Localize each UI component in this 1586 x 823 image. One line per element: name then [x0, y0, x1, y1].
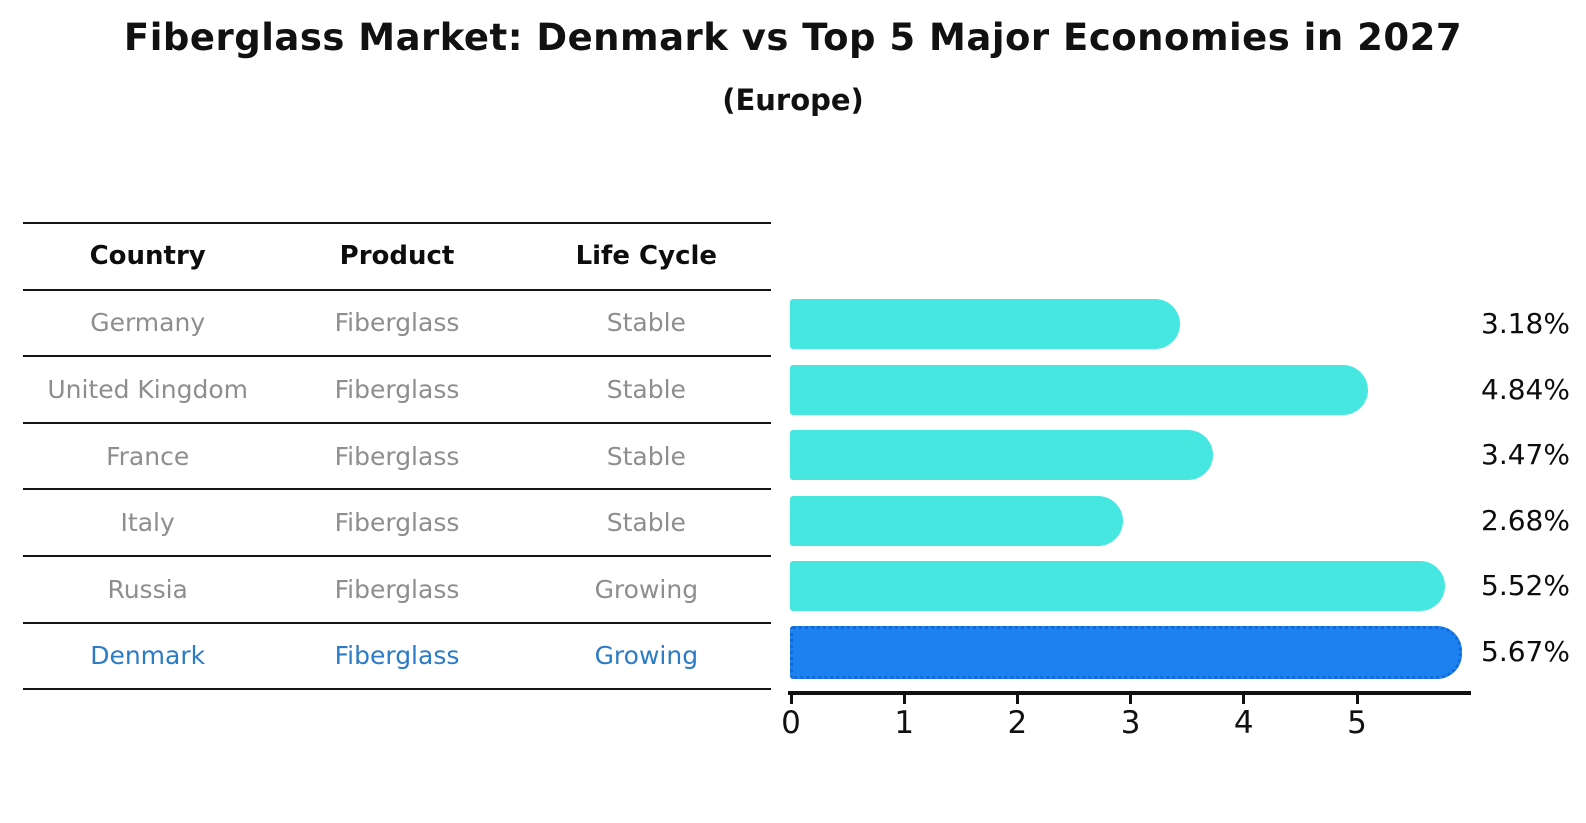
x-axis-tick-label: 3 [1120, 705, 1141, 741]
bar-russia [790, 561, 1445, 612]
value-label-germany: 3.18% [1481, 307, 1570, 340]
cell-country: Germany [90, 308, 206, 338]
x-axis-tick-label: 0 [781, 705, 801, 741]
comparison-table: Country Product Life Cycle Germany Fiberg… [23, 222, 771, 691]
x-axis-tick [1355, 694, 1359, 704]
table-row-italy: Italy Fiberglass Stable [23, 490, 771, 557]
cell-life-cycle: Stable [606, 308, 686, 338]
cell-country: Russia [107, 574, 188, 604]
table-header-row: Country Product Life Cycle [23, 224, 771, 291]
x-axis-tick-label: 4 [1233, 705, 1254, 741]
value-label-france: 3.47% [1481, 438, 1570, 472]
x-axis-tick-label: 5 [1347, 705, 1367, 741]
table-row-france: France Fiberglass Stable [23, 424, 771, 491]
bar-france [790, 430, 1213, 481]
cell-life-cycle: Stable [606, 508, 686, 538]
x-axis-line [788, 691, 1471, 695]
x-axis-tick [1242, 694, 1246, 704]
cell-product: Fiberglass [334, 574, 460, 604]
cell-country: United Kingdom [47, 374, 248, 404]
value-label-italy: 2.68% [1481, 503, 1570, 537]
table-row-russia: Russia Fiberglass Growing [23, 557, 771, 624]
table-row-germany: Germany Fiberglass Stable [23, 291, 771, 358]
column-header-life-cycle: Life Cycle [575, 241, 718, 272]
cell-country: France [106, 441, 190, 471]
x-axis-tick [902, 694, 906, 704]
cell-product: Fiberglass [334, 374, 460, 404]
cell-product: Fiberglass [334, 641, 460, 671]
cell-product: Fiberglass [334, 441, 460, 471]
cell-product: Fiberglass [334, 508, 460, 538]
bar-germany [790, 299, 1180, 349]
bar-denmark [790, 625, 1462, 679]
cell-life-cycle: Stable [606, 374, 686, 404]
column-header-product: Product [339, 241, 455, 272]
table-row-denmark: Denmark Fiberglass Growing [23, 624, 771, 691]
cell-life-cycle: Stable [606, 441, 686, 471]
bar-italy [790, 495, 1124, 546]
column-header-country: Country [89, 241, 206, 272]
cell-life-cycle: Growing [594, 641, 699, 671]
x-axis-tick [1129, 694, 1133, 704]
cell-life-cycle: Growing [594, 574, 699, 604]
value-label-united-kingdom: 4.84% [1481, 372, 1570, 406]
x-axis-tick [789, 694, 793, 704]
x-axis-tick-label: 2 [1007, 705, 1028, 741]
x-axis-tick [1015, 694, 1019, 704]
value-label-denmark: 5.67% [1481, 635, 1570, 668]
x-axis-tick-label: 1 [894, 705, 915, 741]
table-row-united-kingdom: United Kingdom Fiberglass Stable [23, 357, 771, 424]
cell-product: Fiberglass [334, 308, 460, 338]
bar-united-kingdom [790, 364, 1368, 415]
cell-country: Denmark [90, 641, 206, 671]
cell-country: Italy [120, 508, 175, 538]
value-label-russia: 5.52% [1481, 569, 1570, 603]
chart-title: Fiberglass Market: Denmark vs Top 5 Majo… [123, 16, 1463, 59]
chart-subtitle: (Europe) [722, 83, 864, 117]
